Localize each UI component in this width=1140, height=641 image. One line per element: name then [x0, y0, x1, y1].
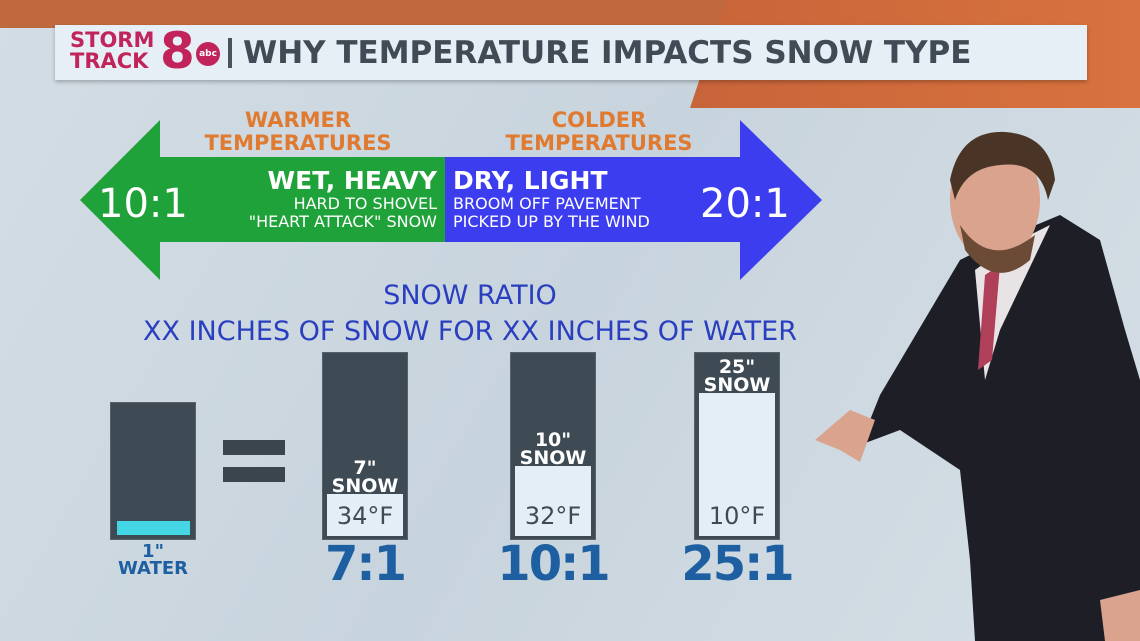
ratio-25-1: 25:1 — [681, 536, 794, 592]
warm-description: WET, HEAVY HARD TO SHOVEL "HEART ATTACK"… — [249, 167, 437, 231]
snow-text: SNOW — [331, 475, 399, 497]
temperature: 32°F — [524, 502, 582, 530]
colder-line1: COLDER — [551, 108, 647, 132]
page-title: WHY TEMPERATURE IMPACTS SNOW TYPE — [243, 35, 972, 71]
snow-amount: 25" — [718, 356, 756, 378]
cold-description: DRY, LIGHT BROOM OFF PAVEMENT PICKED UP … — [453, 167, 650, 231]
water-amount: 1" — [142, 541, 164, 562]
snow-ratio-title: SNOW RATIO — [383, 280, 557, 311]
warmer-line2: TEMPERATURES — [204, 131, 392, 155]
temperature: 10°F — [708, 502, 766, 530]
water-text: WATER — [117, 558, 188, 579]
warmer-line1: WARMER — [244, 108, 352, 132]
snow-amount-label: 7" SNOW — [322, 457, 408, 497]
ratio-7-1: 7:1 — [325, 536, 407, 592]
logo-number: 8 — [160, 22, 195, 80]
cold-arrow — [445, 120, 822, 280]
snow-text: SNOW — [519, 447, 587, 469]
cold-ratio: 20:1 — [700, 181, 790, 227]
cold-heading: DRY, LIGHT — [453, 166, 608, 195]
logo-line2: TRACK — [70, 49, 149, 73]
warm-ratio: 10:1 — [98, 181, 188, 227]
snow-amount-label: 25" SNOW — [694, 356, 780, 396]
snow-fill — [699, 393, 775, 536]
header-bar — [55, 25, 1087, 80]
equals-sign-bottom — [223, 467, 285, 482]
snow-amount: 10" — [534, 429, 572, 451]
cold-line2: PICKED UP BY THE WIND — [453, 212, 650, 231]
presenter-figure — [815, 131, 1140, 641]
colder-label: COLDER TEMPERATURES — [489, 109, 709, 155]
water-bar — [110, 402, 196, 540]
logo-text: STORM TRACK — [70, 30, 154, 72]
snow-fill — [327, 494, 403, 536]
water-fill — [117, 521, 190, 535]
network-logo: abc — [196, 42, 220, 66]
warm-line2: "HEART ATTACK" SNOW — [248, 212, 437, 231]
temperature: 34°F — [336, 502, 394, 530]
warm-heading: WET, HEAVY — [267, 166, 437, 195]
water-label: 1" WATER — [110, 541, 196, 579]
header-divider — [228, 38, 232, 68]
snow-fill — [515, 466, 591, 536]
logo-line1: STORM — [70, 28, 155, 52]
snow-amount: 7" — [353, 457, 377, 479]
snow-bar-25: 10°F — [694, 352, 780, 540]
warm-line1: HARD TO SHOVEL — [293, 194, 437, 213]
snow-ratio-subtitle: XX INCHES OF SNOW FOR XX INCHES OF WATER — [143, 316, 797, 347]
snow-text: SNOW — [703, 374, 771, 396]
snow-bar-10: 32°F — [510, 352, 596, 540]
warm-arrow — [80, 120, 445, 280]
snow-amount-label: 10" SNOW — [510, 429, 596, 469]
cold-line1: BROOM OFF PAVEMENT — [453, 194, 641, 213]
snow-bar-7: 34°F — [322, 352, 408, 540]
ratio-10-1: 10:1 — [497, 536, 610, 592]
equals-sign-top — [223, 440, 285, 455]
warmer-label: WARMER TEMPERATURES — [188, 109, 408, 155]
colder-line2: TEMPERATURES — [505, 131, 693, 155]
